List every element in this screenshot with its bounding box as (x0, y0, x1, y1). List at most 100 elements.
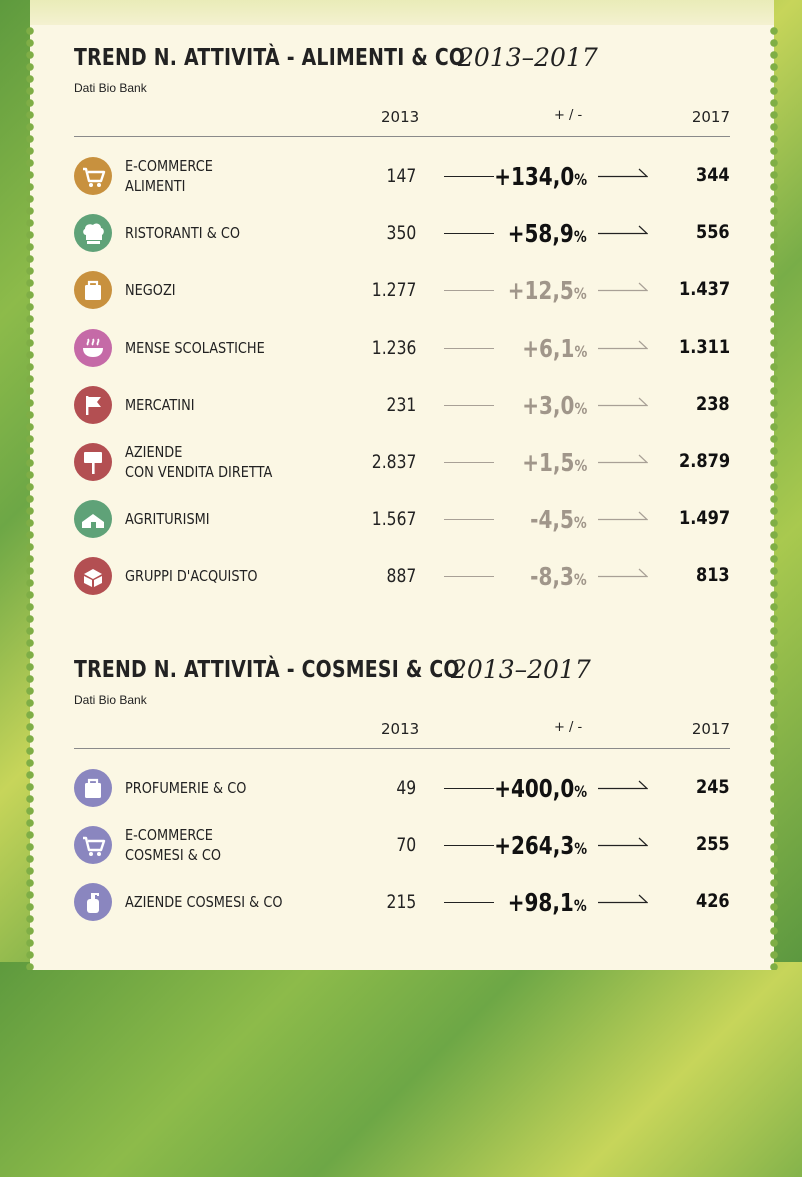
change-value: +400,0 (494, 774, 575, 803)
percent-sign: % (574, 398, 587, 418)
trend-arrow-icon (598, 396, 649, 410)
paper-card (25, 25, 779, 970)
change-value: +12,5 (508, 276, 575, 306)
percent-sign: % (574, 513, 587, 533)
change-line (444, 347, 494, 349)
shopping-bag-icon (74, 271, 112, 310)
value-2013: 2.837 (371, 451, 416, 473)
trend-section: TREND N. ATTIVITÀ - COSMESI & CO 2013–201… (74, 655, 730, 1177)
section-title-text: TREND N. ATTIVITÀ - COSMESI & CO (74, 657, 460, 683)
trend-arrow-icon (598, 836, 649, 850)
column-header-2013: 2013 (381, 108, 420, 126)
value-2017: 426 (696, 890, 730, 913)
column-header-2013: 2013 (381, 720, 420, 738)
percent-sign: % (574, 170, 587, 189)
table-row: E-COMMERCE ALIMENTI 147 +134,0% 344 (74, 157, 730, 201)
value-2013: 231 (386, 393, 416, 416)
section-title: TREND N. ATTIVITÀ - COSMESI & CO 2013–201… (74, 655, 591, 684)
change-line (444, 576, 494, 578)
value-2017: 1.497 (678, 507, 730, 530)
value-2013: 350 (386, 222, 416, 245)
value-2013: 1.567 (371, 508, 416, 531)
trend-arrow-icon (598, 339, 649, 353)
row-label: AGRITURISMI (125, 509, 210, 529)
change-percent: +134,0% (494, 162, 587, 191)
value-2017: 255 (696, 833, 730, 856)
change-percent: +1,5% (522, 448, 587, 477)
table-row: MENSE SCOLASTICHE 1.236 +6,1% 1.311 (74, 328, 730, 373)
change-percent: +98,1% (508, 888, 587, 917)
row-label: E-COMMERCE COSMESI & CO (125, 825, 221, 865)
change-value: +6,1 (521, 333, 575, 363)
signpost-icon (74, 443, 112, 481)
top-strip (30, 0, 774, 25)
trend-arrow-icon (598, 453, 649, 467)
row-label-line1: E-COMMERCE (125, 157, 213, 175)
value-2017: 245 (696, 776, 730, 798)
change-line (444, 788, 494, 789)
change-value: +1,5 (521, 448, 575, 477)
row-label: NEGOZI (125, 280, 176, 300)
row-label: MERCATINI (125, 395, 195, 415)
table-row: AZIENDE CON VENDITA DIRETTA 2.837 +1,5% 2.87… (74, 443, 730, 487)
header-divider (74, 136, 730, 137)
change-percent: +3,0% (522, 391, 587, 420)
table-row: AGRITURISMI 1.567 -4,5% 1.497 (74, 500, 730, 544)
row-label-line1: NEGOZI (125, 281, 176, 300)
change-value: -4,5 (530, 505, 575, 535)
row-label-line1: E-COMMERCE (125, 826, 213, 845)
row-label-line1: AZIENDE COSMESI & CO (125, 893, 283, 912)
value-2013: 1.277 (371, 279, 416, 302)
percent-sign: % (574, 782, 587, 801)
row-label-line1: MERCATINI (125, 395, 195, 414)
change-percent: +400,0% (494, 774, 587, 803)
change-percent: -4,5% (530, 505, 587, 534)
stamp-edge-right (769, 25, 779, 970)
change-line (444, 233, 494, 235)
farmhouse-icon (74, 500, 112, 539)
value-2017: 556 (696, 221, 730, 244)
row-label: PROFUMERIE & CO (125, 778, 246, 798)
change-percent: +264,3% (494, 831, 587, 860)
row-label: RISTORANTI & CO (125, 223, 240, 243)
table-row: AZIENDE COSMESI & CO 215 +98,1% 426 (74, 883, 730, 927)
value-2013: 147 (386, 165, 416, 187)
row-label-line2: ALIMENTI (125, 177, 186, 195)
change-percent: +12,5% (508, 276, 587, 305)
table-row: NEGOZI 1.277 +12,5% 1.437 (74, 271, 730, 315)
trend-arrow-icon (598, 567, 649, 581)
percent-sign: % (574, 896, 587, 916)
percent-sign: % (574, 839, 587, 859)
row-label-line1: AZIENDE (125, 443, 183, 461)
row-label: AZIENDE CON VENDITA DIRETTA (125, 442, 272, 482)
value-2017: 2.879 (678, 450, 730, 472)
cart-icon (74, 157, 112, 195)
change-value: +134,0 (494, 162, 575, 191)
trend-arrow-icon (598, 167, 649, 181)
source-note: Dati Bio Bank (74, 81, 147, 95)
value-2013: 70 (396, 834, 416, 857)
section-title: TREND N. ATTIVITÀ - ALIMENTI & CO 2013–20… (74, 43, 598, 72)
change-value: +264,3 (494, 831, 575, 861)
value-2017: 344 (696, 164, 730, 186)
steaming-bowl-icon (74, 328, 112, 367)
change-value: +3,0 (521, 390, 575, 420)
table-row: GRUPPI D'ACQUISTO 887 -8,3% 813 (74, 557, 730, 601)
trend-arrow-icon (598, 779, 649, 793)
value-2013: 215 (386, 891, 416, 914)
section-years: 2013–2017 (451, 655, 591, 684)
percent-sign: % (574, 227, 587, 247)
change-line (444, 176, 494, 177)
row-label-line1: GRUPPI D'ACQUISTO (125, 567, 258, 586)
row-label-line1: RISTORANTI & CO (125, 224, 241, 243)
change-line (444, 845, 494, 847)
cart-icon (74, 826, 112, 865)
percent-sign: % (574, 570, 587, 590)
trend-section: TREND N. ATTIVITÀ - ALIMENTI & CO 2013–20… (74, 43, 730, 596)
column-header-change: + / - (554, 108, 583, 123)
change-percent: +6,1% (522, 334, 587, 363)
column-header-change: + / - (554, 720, 583, 735)
change-line (444, 404, 494, 406)
change-percent: -8,3% (530, 562, 587, 591)
value-2013: 1.236 (371, 336, 416, 359)
